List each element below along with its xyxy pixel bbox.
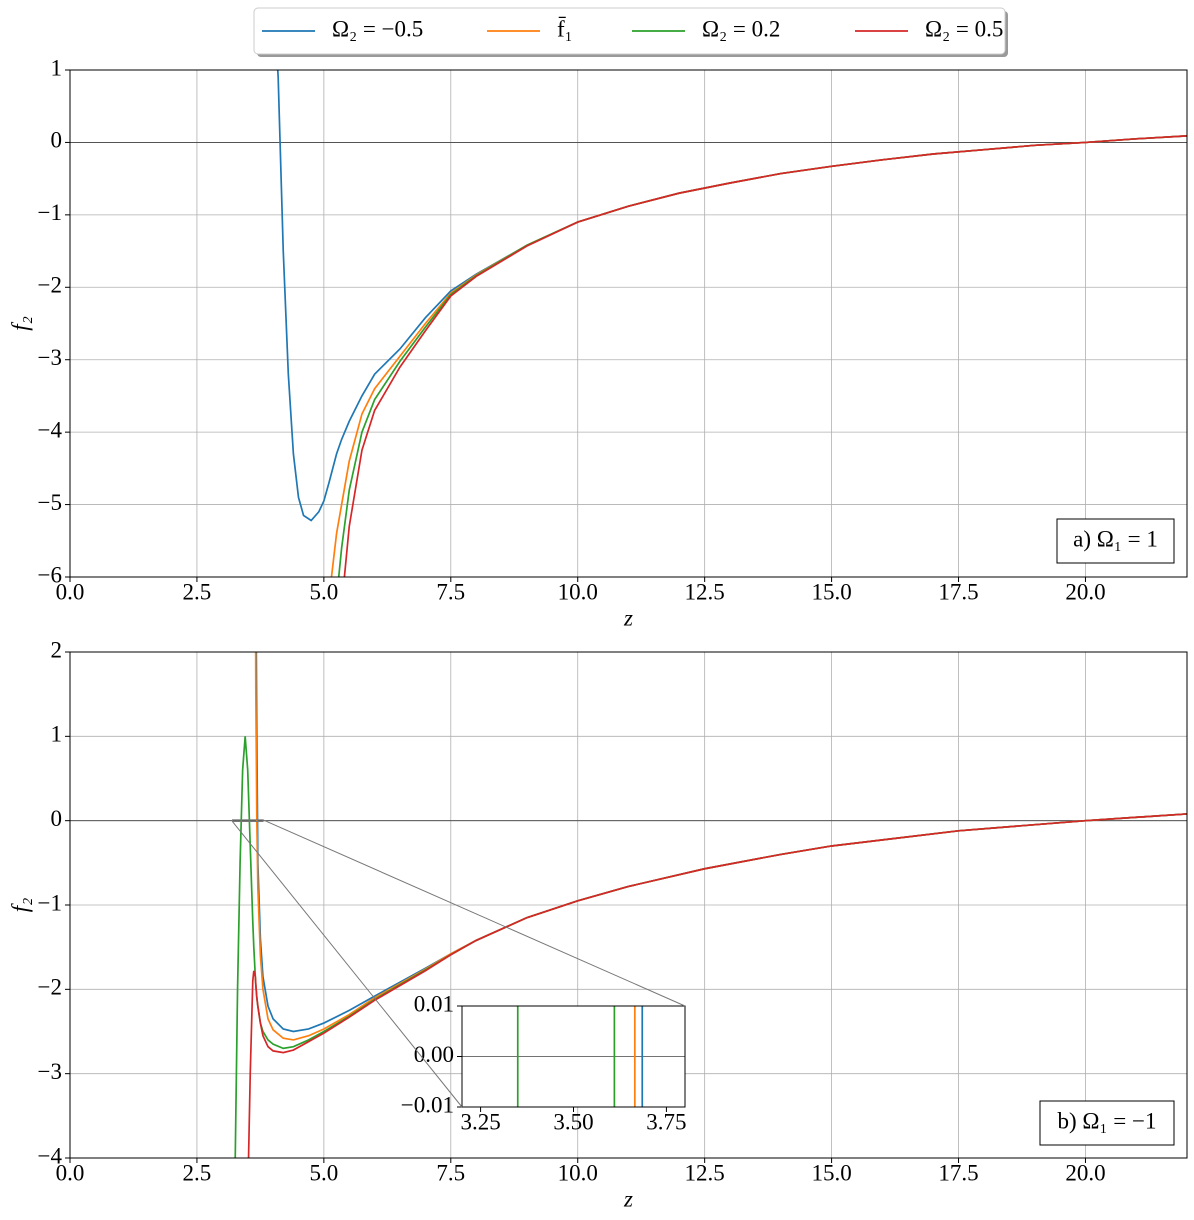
x-tick-label: 12.5 xyxy=(685,579,725,604)
x-tick-label: 17.5 xyxy=(938,579,978,604)
x-tick-label: 10.0 xyxy=(558,1160,598,1185)
series-group xyxy=(276,70,1187,577)
annotation: b) Ω₁ = −1 xyxy=(1058,1108,1157,1133)
y-tick-label: 1 xyxy=(51,722,63,747)
y-tick-label: −3 xyxy=(38,1059,62,1084)
x-tick-label: 15.0 xyxy=(811,1160,851,1185)
x-tick-label: 2.5 xyxy=(183,579,212,604)
series-group xyxy=(234,652,1187,1158)
zoom-connector xyxy=(262,819,686,1007)
y-tick-label: −1 xyxy=(38,200,62,225)
x-tick-label: 3.75 xyxy=(646,1109,686,1134)
legend-label: f̄₁ xyxy=(557,16,573,41)
y-tick-label: −2 xyxy=(38,975,62,1000)
x-tick-label: 5.0 xyxy=(309,579,338,604)
y-tick-label: −6 xyxy=(38,562,62,587)
y-tick-label: 0.00 xyxy=(414,1042,454,1067)
x-tick-label: 20.0 xyxy=(1065,579,1105,604)
legend-label: Ω₂ = 0.5 xyxy=(925,16,1003,41)
y-tick-label: −4 xyxy=(38,417,63,442)
y-tick-label: −0.01 xyxy=(401,1092,454,1117)
x-tick-label: 10.0 xyxy=(558,579,598,604)
annotation-box xyxy=(1056,518,1175,564)
legend: Ω₂ = −0.5 f̄₁ Ω₂ = 0.2 Ω₂ = 0.5 xyxy=(253,7,1008,57)
y-tick-label: 0 xyxy=(51,128,63,153)
x-tick-label: 2.5 xyxy=(183,1160,212,1185)
y-tick-label: 0 xyxy=(51,806,63,831)
plot-area xyxy=(70,70,1187,577)
annotation-box xyxy=(1039,1100,1175,1146)
legend-box xyxy=(253,7,1006,55)
x-axis-label: z xyxy=(623,605,633,630)
legend-label: Ω₂ = −0.5 xyxy=(332,16,423,41)
x-tick-label: 0.0 xyxy=(56,579,85,604)
x-tick-label: 17.5 xyxy=(938,1160,978,1185)
annotation: a) Ω₁ = 1 xyxy=(1073,526,1158,551)
axes-frame xyxy=(461,1005,686,1108)
y-tick-label: 2 xyxy=(51,637,63,662)
y-axis-label: f₂ xyxy=(7,898,32,912)
x-tick-label: 7.5 xyxy=(436,1160,465,1185)
x-tick-label: 5.0 xyxy=(309,1160,338,1185)
x-tick-label: 3.50 xyxy=(553,1109,593,1134)
x-tick-label: 0.0 xyxy=(56,1160,85,1185)
x-tick-label: 3.25 xyxy=(460,1109,500,1134)
y-axis-label: f₂ xyxy=(7,316,32,330)
axes-frame xyxy=(69,651,1188,1159)
x-tick-label: 20.0 xyxy=(1065,1160,1105,1185)
y-tick-label: −4 xyxy=(38,1143,63,1168)
axes-frame xyxy=(69,69,1188,578)
series-line xyxy=(343,135,1187,577)
x-tick-label: 12.5 xyxy=(685,1160,725,1185)
y-tick-label: −5 xyxy=(38,490,62,515)
series-group xyxy=(516,1006,644,1107)
y-tick-label: −2 xyxy=(38,273,62,298)
y-tick-label: 0.01 xyxy=(414,991,454,1016)
series-line xyxy=(247,813,1187,1158)
y-tick-label: −1 xyxy=(38,890,62,915)
zoom-region xyxy=(231,819,264,823)
y-tick-label: −3 xyxy=(38,345,62,370)
x-axis-label: z xyxy=(623,1186,633,1211)
zoom-connector xyxy=(232,821,463,1108)
y-tick-label: 1 xyxy=(51,55,63,80)
x-tick-label: 7.5 xyxy=(436,579,465,604)
x-tick-label: 15.0 xyxy=(811,579,851,604)
legend-label: Ω₂ = 0.2 xyxy=(702,16,780,41)
